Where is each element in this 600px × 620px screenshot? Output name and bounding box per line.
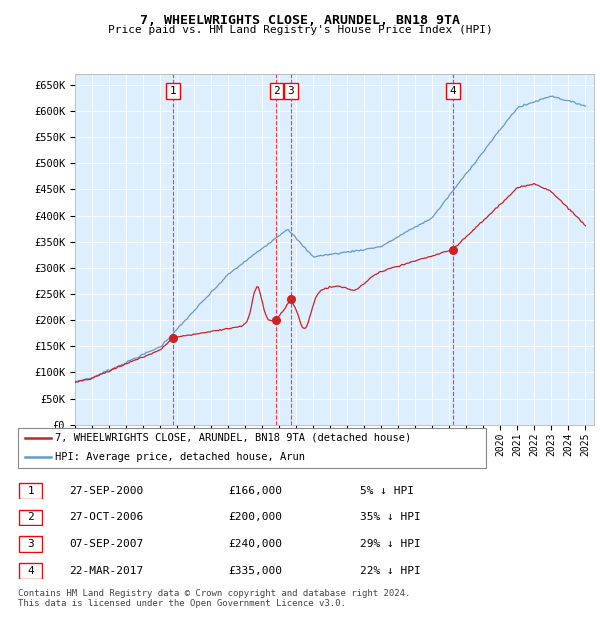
Text: 4: 4 — [450, 86, 457, 96]
FancyBboxPatch shape — [18, 428, 486, 468]
Text: £200,000: £200,000 — [228, 512, 282, 523]
Text: 27-SEP-2000: 27-SEP-2000 — [69, 485, 143, 496]
Text: 3: 3 — [27, 539, 34, 549]
Text: 22% ↓ HPI: 22% ↓ HPI — [360, 565, 421, 576]
Text: 07-SEP-2007: 07-SEP-2007 — [69, 539, 143, 549]
Text: 1: 1 — [27, 485, 34, 496]
Text: 22-MAR-2017: 22-MAR-2017 — [69, 565, 143, 576]
Text: 29% ↓ HPI: 29% ↓ HPI — [360, 539, 421, 549]
Text: £240,000: £240,000 — [228, 539, 282, 549]
FancyBboxPatch shape — [19, 536, 42, 552]
Text: 4: 4 — [27, 565, 34, 576]
FancyBboxPatch shape — [19, 563, 42, 578]
Text: 2: 2 — [273, 86, 280, 96]
Text: Price paid vs. HM Land Registry's House Price Index (HPI): Price paid vs. HM Land Registry's House … — [107, 25, 493, 35]
FancyBboxPatch shape — [19, 510, 42, 525]
Text: 5% ↓ HPI: 5% ↓ HPI — [360, 485, 414, 496]
Text: 2: 2 — [27, 512, 34, 523]
Text: 35% ↓ HPI: 35% ↓ HPI — [360, 512, 421, 523]
FancyBboxPatch shape — [19, 483, 42, 498]
Text: £335,000: £335,000 — [228, 565, 282, 576]
Text: 3: 3 — [287, 86, 295, 96]
Text: 7, WHEELWRIGHTS CLOSE, ARUNDEL, BN18 9TA (detached house): 7, WHEELWRIGHTS CLOSE, ARUNDEL, BN18 9TA… — [55, 433, 412, 443]
Text: HPI: Average price, detached house, Arun: HPI: Average price, detached house, Arun — [55, 452, 305, 462]
Text: Contains HM Land Registry data © Crown copyright and database right 2024.
This d: Contains HM Land Registry data © Crown c… — [18, 589, 410, 608]
Text: 1: 1 — [169, 86, 176, 96]
Text: 7, WHEELWRIGHTS CLOSE, ARUNDEL, BN18 9TA: 7, WHEELWRIGHTS CLOSE, ARUNDEL, BN18 9TA — [140, 14, 460, 27]
Text: 27-OCT-2006: 27-OCT-2006 — [69, 512, 143, 523]
Text: £166,000: £166,000 — [228, 485, 282, 496]
